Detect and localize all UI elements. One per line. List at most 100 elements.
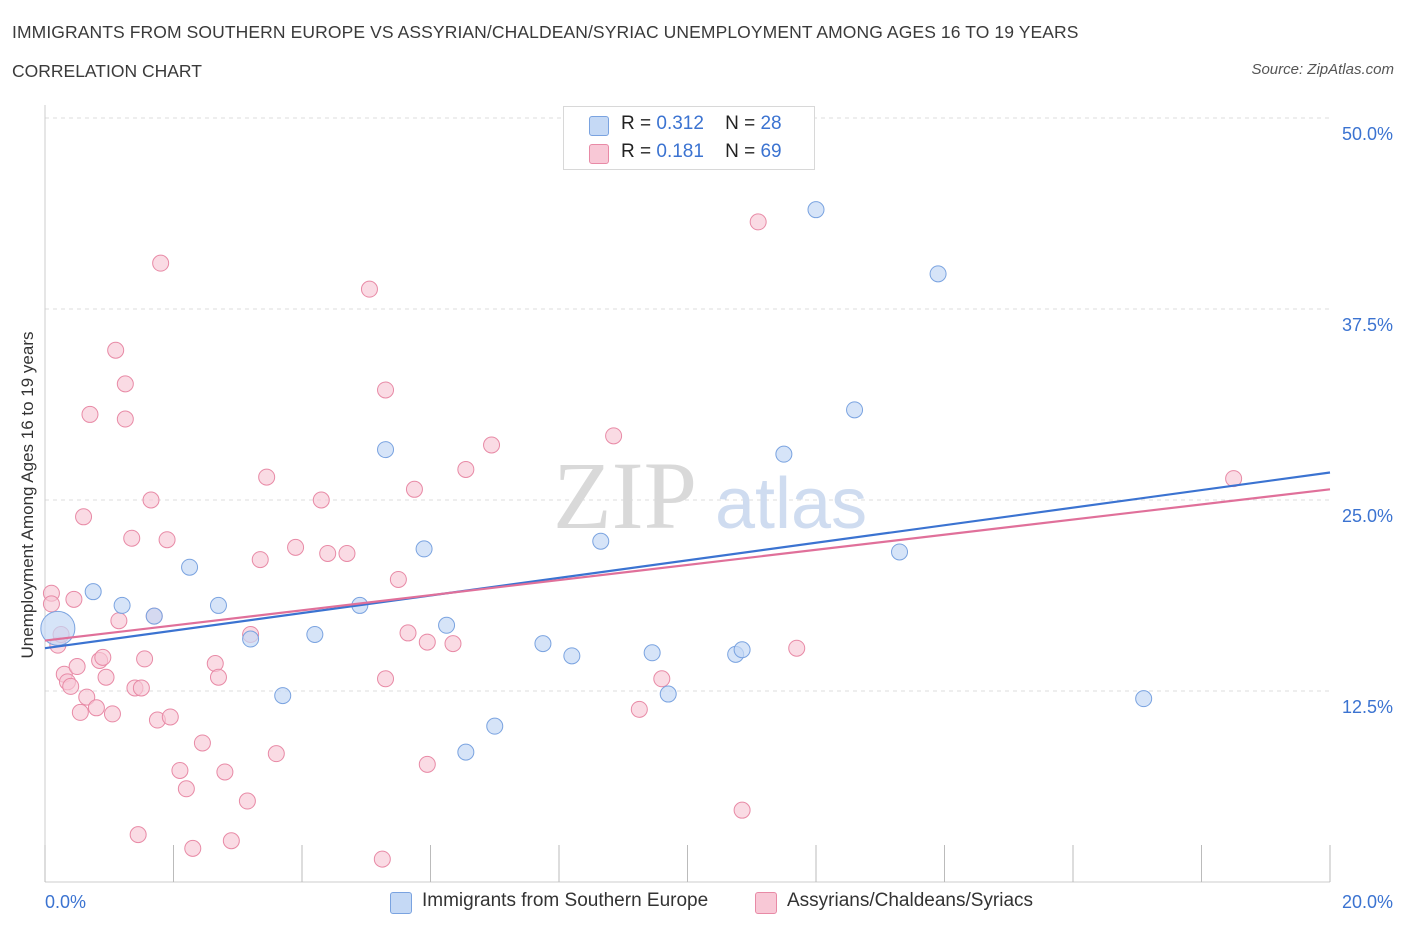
watermark-zip: ZIP [553, 442, 697, 549]
data-point-pink [65, 590, 83, 608]
data-point-pink [209, 668, 227, 686]
legend-r-label: R = [621, 141, 652, 162]
chart-subtitle: CORRELATION CHART [12, 61, 202, 81]
data-point-blue [181, 558, 199, 576]
data-point-blue [891, 543, 909, 561]
y-tick-labels: 12.5% 25.0% 37.5% 50.0% [1342, 124, 1393, 717]
data-point-pink [222, 832, 240, 850]
data-point-pink [405, 480, 423, 498]
data-point-pink [103, 705, 121, 723]
y-tick-label: 37.5% [1342, 315, 1393, 335]
data-point-pink [389, 570, 407, 588]
data-point-pink [171, 761, 189, 779]
legend-swatch-blue [589, 116, 609, 136]
data-point-blue [846, 401, 864, 419]
legend-n-value: 69 [760, 141, 782, 162]
chart-title: IMMIGRANTS FROM SOUTHERN EUROPE VS ASSYR… [12, 22, 1079, 42]
axes [44, 105, 1331, 883]
data-point-pink [258, 468, 276, 486]
data-point-pink [444, 635, 462, 653]
data-point-blue [306, 625, 324, 643]
data-point-pink [116, 375, 134, 393]
data-point-pink [87, 699, 105, 717]
data-point-pink [319, 544, 337, 562]
legend-r-value: 0.312 [656, 113, 704, 134]
data-point-pink [129, 826, 147, 844]
data-point-pink [216, 763, 234, 781]
data-point-blue [534, 635, 552, 653]
data-point-blue [84, 583, 102, 601]
data-point-blue [415, 540, 433, 558]
data-point-pink [457, 460, 475, 478]
legend-n-label: N = [725, 141, 756, 162]
data-point-pink [377, 670, 395, 688]
y-tick-label: 25.0% [1342, 506, 1393, 526]
data-point-blue [929, 265, 947, 283]
data-point-pink [136, 650, 154, 668]
data-point-pink [123, 529, 141, 547]
data-point-pink [94, 648, 112, 666]
x-tick-label: 20.0% [1342, 892, 1393, 912]
trend-line-blue [44, 471, 1331, 650]
data-point-pink [788, 639, 806, 657]
data-point-blue [643, 644, 661, 662]
data-point-pink [161, 708, 179, 726]
data-point-blue [457, 743, 475, 761]
legend-r-label: R = [621, 113, 652, 134]
legend-n-label: N = [725, 113, 756, 134]
data-point-pink [360, 280, 378, 298]
data-point-pink [483, 436, 501, 454]
data-point-pink [418, 755, 436, 773]
y-tick-label: 50.0% [1342, 124, 1393, 144]
data-point-blue [592, 532, 610, 550]
data-point-pink [399, 624, 417, 642]
legend-box: R = 0.312 N = 28 R = 0.181 N = 69 [563, 106, 815, 170]
data-point-blue [1135, 690, 1153, 708]
data-point-pink [238, 792, 256, 810]
data-point-blue [775, 445, 793, 463]
grid-lines [45, 117, 1330, 692]
data-point-pink [71, 703, 89, 721]
bottom-legend-swatch-pink [755, 892, 777, 914]
data-point-pink [158, 531, 176, 549]
x-tick-label: 0.0% [45, 892, 86, 912]
bottom-legend-label-blue: Immigrants from Southern Europe [422, 890, 709, 911]
data-point-pink [184, 839, 202, 857]
bottom-legend-label-pink: Assyrians/Chaldeans/Syriacs [787, 890, 1034, 911]
data-point-blue [145, 607, 163, 625]
data-point-blue [274, 687, 292, 705]
data-point-blue [209, 596, 227, 614]
watermark: ZIP atlas [553, 442, 867, 549]
x-tick-labels: 0.0% 20.0% [45, 892, 1393, 912]
y-tick-label: 12.5% [1342, 697, 1393, 717]
data-point-pink [97, 668, 115, 686]
data-point-pink [605, 427, 623, 445]
data-point-blue [486, 717, 504, 735]
data-point-pink [78, 688, 96, 706]
data-point-pink [287, 538, 305, 556]
data-point-pink [42, 595, 60, 613]
data-point-pink [251, 551, 269, 569]
bottom-legend-swatch-blue [390, 892, 412, 914]
trend-line-pink [44, 488, 1331, 642]
legend-swatch-pink [589, 144, 609, 164]
data-point-pink [142, 491, 160, 509]
trend-lines [44, 471, 1331, 650]
data-point-pink [68, 658, 86, 676]
data-point-pink [110, 612, 128, 630]
data-point-pink [312, 491, 330, 509]
data-point-pink [267, 745, 285, 763]
legend-r-value: 0.181 [656, 141, 704, 162]
data-point-pink [338, 544, 356, 562]
data-point-blue [733, 641, 751, 659]
data-point-pink [418, 633, 436, 651]
data-point-blue [377, 441, 395, 459]
data-point-pink [107, 341, 125, 359]
y-axis-label: Unemployment Among Ages 16 to 19 years [18, 332, 37, 659]
data-point-pink [132, 679, 150, 697]
data-point-pink [377, 381, 395, 399]
data-point-pink [152, 254, 170, 272]
data-point-pink [62, 677, 80, 695]
watermark-atlas: atlas [715, 464, 867, 544]
